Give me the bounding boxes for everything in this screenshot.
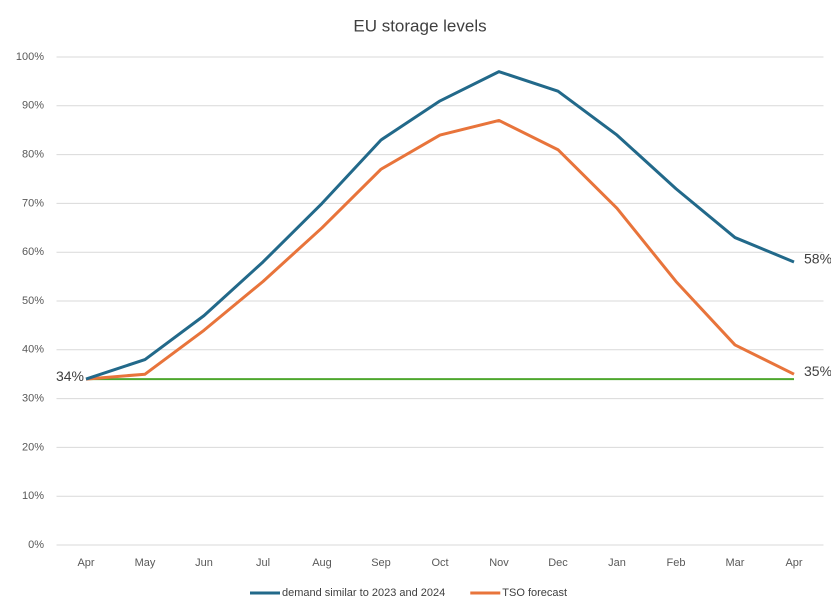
y-tick-label: 10% — [22, 490, 44, 502]
y-tick-label: 30% — [22, 393, 44, 405]
y-tick-label: 40% — [22, 344, 44, 356]
y-tick-label: 20% — [22, 441, 44, 453]
x-tick-label: Aug — [312, 557, 332, 569]
x-tick-label: Nov — [489, 557, 509, 569]
y-tick-label: 100% — [16, 51, 44, 63]
y-tick-label: 60% — [22, 246, 44, 258]
y-tick-label: 70% — [22, 197, 44, 209]
x-tick-label: Apr — [785, 557, 802, 569]
x-tick-label: Mar — [726, 557, 745, 569]
data-label: 58% — [804, 251, 831, 267]
data-label: 35% — [804, 363, 831, 379]
series-line — [85, 70, 795, 381]
y-tick-label: 50% — [22, 295, 44, 307]
chart-title: EU storage levels — [353, 16, 486, 35]
x-tick-label: Jun — [195, 557, 213, 569]
y-tick-label: 0% — [28, 539, 44, 551]
series-line — [85, 118, 795, 381]
x-tick-label: Dec — [548, 557, 568, 569]
x-tick-label: Jan — [608, 557, 626, 569]
data-label: 34% — [56, 368, 84, 384]
x-tick-label: Apr — [77, 557, 94, 569]
x-tick-label: Oct — [431, 557, 448, 569]
x-tick-label: May — [135, 557, 156, 569]
legend-label: demand similar to 2023 and 2024 — [282, 587, 445, 598]
legend-label: TSO forecast — [502, 587, 567, 598]
x-tick-label: Jul — [256, 557, 270, 569]
y-tick-label: 90% — [22, 100, 44, 112]
x-tick-label: Sep — [371, 557, 391, 569]
y-tick-label: 80% — [22, 149, 44, 161]
x-tick-label: Feb — [667, 557, 686, 569]
